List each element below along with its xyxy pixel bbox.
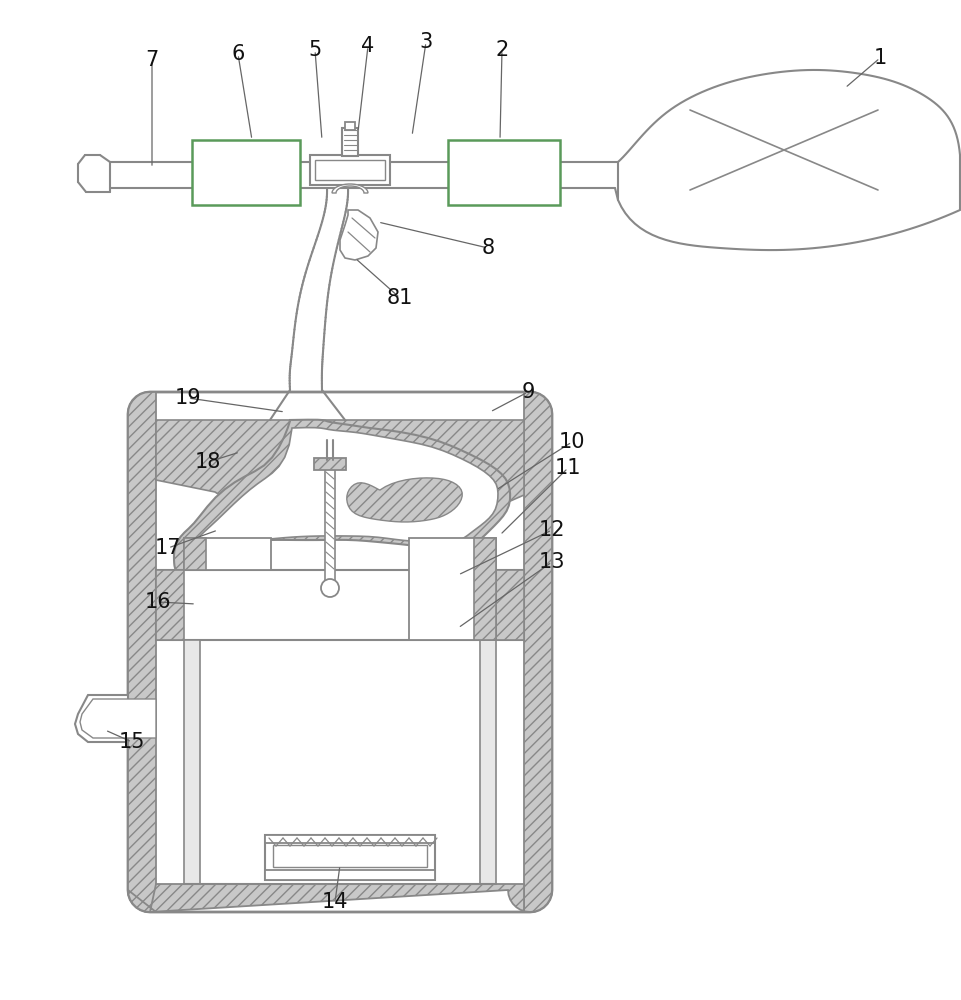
Polygon shape: [346, 478, 461, 522]
Polygon shape: [339, 210, 378, 260]
Text: 11: 11: [554, 458, 580, 478]
Bar: [448, 140, 559, 205]
Text: 81: 81: [386, 288, 413, 308]
Text: 15: 15: [118, 732, 145, 752]
Bar: [480, 640, 496, 884]
Polygon shape: [617, 70, 959, 250]
Bar: [184, 640, 200, 884]
Polygon shape: [156, 570, 524, 640]
Bar: [264, 835, 434, 843]
Polygon shape: [408, 538, 496, 640]
Bar: [309, 155, 389, 185]
Bar: [325, 468, 334, 583]
Text: 6: 6: [231, 44, 244, 64]
Bar: [192, 140, 300, 205]
Polygon shape: [156, 420, 524, 532]
Text: 19: 19: [175, 388, 201, 408]
Text: 4: 4: [361, 36, 374, 56]
Bar: [264, 835, 434, 880]
Polygon shape: [524, 392, 552, 912]
Bar: [314, 160, 384, 180]
Text: 10: 10: [558, 432, 584, 452]
Text: 5: 5: [308, 40, 321, 60]
Text: 17: 17: [155, 538, 181, 558]
Polygon shape: [474, 538, 496, 640]
Text: 2: 2: [495, 40, 508, 60]
Text: 8: 8: [480, 238, 494, 258]
Text: 14: 14: [321, 892, 348, 912]
Text: 9: 9: [521, 382, 534, 402]
Bar: [273, 845, 427, 867]
Text: 18: 18: [195, 452, 221, 472]
Polygon shape: [174, 420, 509, 573]
Text: 16: 16: [144, 592, 171, 612]
Polygon shape: [184, 538, 271, 570]
Polygon shape: [75, 695, 128, 742]
Bar: [342, 128, 357, 156]
Polygon shape: [128, 392, 552, 912]
Polygon shape: [128, 392, 156, 912]
Polygon shape: [332, 184, 368, 193]
Text: 1: 1: [873, 48, 886, 68]
Circle shape: [321, 579, 338, 597]
Polygon shape: [184, 538, 206, 570]
Bar: [264, 870, 434, 880]
Polygon shape: [496, 570, 524, 640]
Polygon shape: [156, 570, 184, 640]
Polygon shape: [185, 428, 498, 568]
Text: 7: 7: [145, 50, 159, 70]
Text: 12: 12: [538, 520, 565, 540]
Text: 13: 13: [538, 552, 565, 572]
Polygon shape: [128, 884, 530, 912]
Bar: [313, 458, 346, 470]
Bar: [345, 122, 355, 130]
Polygon shape: [80, 699, 156, 738]
Text: 3: 3: [419, 32, 432, 52]
